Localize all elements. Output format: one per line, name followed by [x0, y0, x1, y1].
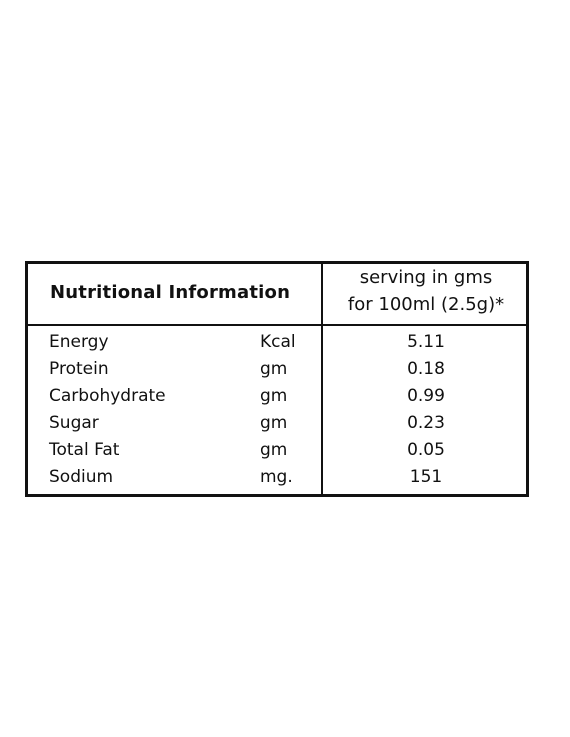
nutrient-unit: mg.	[260, 467, 293, 487]
nutrient-name: Sugar	[49, 413, 99, 433]
table-row: Sugar gm 0.23	[0, 413, 570, 440]
table-row: Total Fat gm 0.05	[0, 440, 570, 467]
nutrient-name: Carbohydrate	[49, 386, 166, 406]
nutrient-name: Sodium	[49, 467, 114, 487]
nutrient-unit: gm	[260, 440, 288, 460]
serving-header-line2: for 100ml (2.5g)*	[347, 294, 505, 315]
nutrient-name: Energy	[49, 332, 109, 352]
table-title: Nutritional Information	[50, 282, 291, 303]
nutrient-name: Protein	[49, 359, 109, 379]
nutrient-value: 5.11	[407, 332, 445, 352]
nutrition-table	[25, 261, 529, 497]
table-row: Sodium mg. 151	[0, 467, 570, 494]
serving-header-line1: serving in gms	[359, 267, 493, 288]
nutrient-name: Total Fat	[49, 440, 120, 460]
header-divider	[25, 324, 529, 326]
nutrient-value: 0.18	[407, 359, 445, 379]
table-row: Carbohydrate gm 0.99	[0, 386, 570, 413]
nutrient-unit: Kcal	[260, 332, 296, 352]
nutrient-unit: gm	[260, 386, 288, 406]
nutrient-value: 0.23	[407, 413, 445, 433]
table-row: Protein gm 0.18	[0, 359, 570, 386]
nutrient-unit: gm	[260, 359, 288, 379]
table-row: Energy Kcal 5.11	[0, 332, 570, 359]
column-divider	[321, 261, 323, 497]
nutrient-unit: gm	[260, 413, 288, 433]
nutrient-value: 151	[409, 467, 443, 487]
nutrient-value: 0.05	[407, 440, 445, 460]
nutrient-value: 0.99	[407, 386, 445, 406]
